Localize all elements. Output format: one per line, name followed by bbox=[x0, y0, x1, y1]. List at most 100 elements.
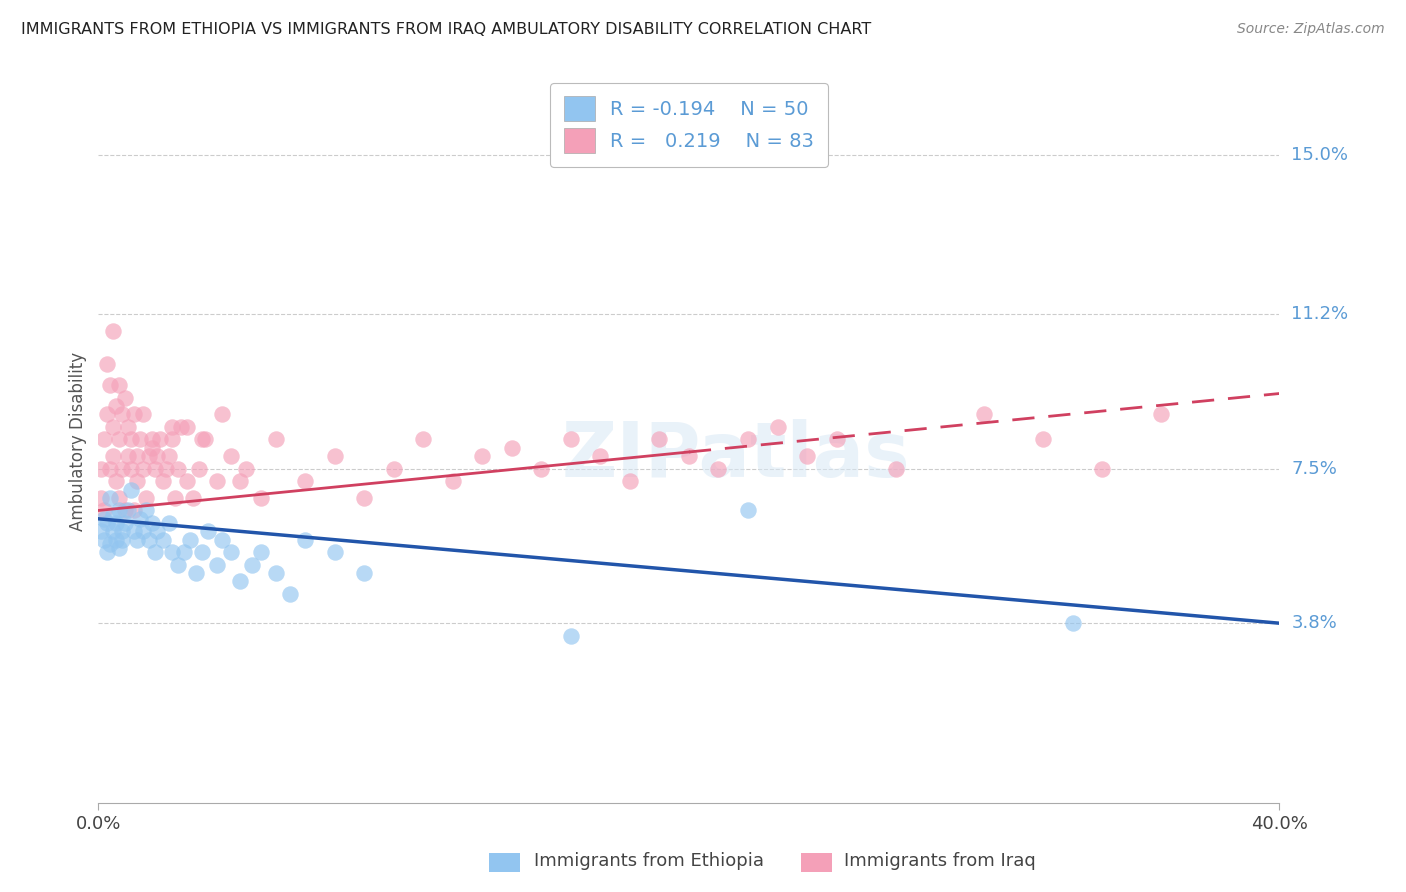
Point bbox=[152, 533, 174, 547]
Text: 15.0%: 15.0% bbox=[1291, 146, 1348, 164]
Point bbox=[103, 508, 125, 522]
Point bbox=[117, 420, 139, 434]
Point bbox=[103, 449, 125, 463]
Point bbox=[111, 461, 134, 475]
Point bbox=[211, 533, 233, 547]
Point bbox=[619, 474, 641, 488]
Point bbox=[205, 558, 228, 572]
Text: Immigrants from Iraq: Immigrants from Iraq bbox=[844, 852, 1035, 870]
Point bbox=[157, 449, 180, 463]
Point bbox=[93, 512, 115, 526]
Text: Immigrants from Ethiopia: Immigrants from Ethiopia bbox=[534, 852, 765, 870]
Point bbox=[191, 433, 214, 447]
Point bbox=[105, 474, 128, 488]
Point bbox=[90, 491, 112, 505]
Point bbox=[138, 533, 160, 547]
Point bbox=[280, 587, 302, 601]
Point bbox=[229, 574, 252, 589]
Point bbox=[105, 516, 128, 530]
Point bbox=[167, 461, 190, 475]
Point bbox=[353, 491, 375, 505]
Point bbox=[98, 537, 121, 551]
Point bbox=[96, 408, 118, 422]
Point bbox=[114, 391, 136, 405]
Point bbox=[167, 558, 190, 572]
Point bbox=[117, 503, 139, 517]
Point bbox=[108, 541, 131, 555]
Y-axis label: Ambulatory Disability: Ambulatory Disability bbox=[69, 352, 87, 531]
Point bbox=[737, 433, 759, 447]
Point bbox=[122, 408, 145, 422]
Point bbox=[471, 449, 494, 463]
Point bbox=[441, 474, 464, 488]
Point bbox=[1091, 461, 1114, 475]
Point bbox=[678, 449, 700, 463]
Point bbox=[132, 408, 155, 422]
Point bbox=[98, 491, 121, 505]
Point bbox=[973, 408, 995, 422]
Point bbox=[294, 474, 316, 488]
Point bbox=[111, 533, 134, 547]
Point bbox=[117, 449, 139, 463]
Point bbox=[162, 433, 183, 447]
Point bbox=[412, 433, 434, 447]
Point bbox=[181, 491, 204, 505]
Point bbox=[323, 449, 346, 463]
Point bbox=[146, 449, 169, 463]
Point bbox=[589, 449, 612, 463]
Point bbox=[105, 399, 128, 413]
Point bbox=[179, 533, 201, 547]
Point bbox=[96, 516, 118, 530]
Point bbox=[120, 433, 142, 447]
Point bbox=[93, 533, 115, 547]
Point bbox=[294, 533, 316, 547]
Point bbox=[170, 420, 193, 434]
Point bbox=[707, 461, 730, 475]
Point bbox=[98, 461, 121, 475]
Point bbox=[796, 449, 818, 463]
Text: IMMIGRANTS FROM ETHIOPIA VS IMMIGRANTS FROM IRAQ AMBULATORY DISABILITY CORRELATI: IMMIGRANTS FROM ETHIOPIA VS IMMIGRANTS F… bbox=[21, 22, 872, 37]
Point bbox=[235, 461, 257, 475]
Text: 7.5%: 7.5% bbox=[1291, 459, 1337, 478]
Point bbox=[173, 545, 195, 559]
Point bbox=[560, 629, 582, 643]
Point bbox=[90, 461, 112, 475]
Point bbox=[122, 503, 145, 517]
Point bbox=[229, 474, 252, 488]
Point bbox=[264, 566, 287, 580]
Point bbox=[165, 491, 187, 505]
Point bbox=[108, 433, 131, 447]
Point bbox=[143, 545, 166, 559]
Point bbox=[264, 433, 287, 447]
Point bbox=[103, 324, 125, 338]
Point bbox=[149, 433, 172, 447]
Point bbox=[93, 433, 115, 447]
Point bbox=[737, 503, 759, 517]
Point bbox=[125, 449, 148, 463]
Point bbox=[146, 524, 169, 539]
Point bbox=[250, 491, 273, 505]
Point bbox=[111, 524, 134, 539]
Point bbox=[98, 378, 121, 392]
Point bbox=[155, 461, 177, 475]
Point bbox=[128, 433, 150, 447]
Text: Source: ZipAtlas.com: Source: ZipAtlas.com bbox=[1237, 22, 1385, 37]
Text: 3.8%: 3.8% bbox=[1291, 615, 1337, 632]
Point bbox=[194, 433, 217, 447]
Point bbox=[90, 524, 112, 539]
Point bbox=[530, 461, 553, 475]
Point bbox=[1032, 433, 1054, 447]
Point bbox=[191, 545, 214, 559]
Text: ZIPatlas: ZIPatlas bbox=[562, 419, 911, 493]
Point bbox=[105, 533, 128, 547]
Point bbox=[1150, 408, 1173, 422]
Point bbox=[176, 474, 198, 488]
Point bbox=[120, 461, 142, 475]
Point bbox=[162, 420, 183, 434]
Point bbox=[135, 491, 157, 505]
Point bbox=[111, 408, 134, 422]
Point bbox=[108, 491, 131, 505]
Point bbox=[120, 483, 142, 497]
Point bbox=[103, 524, 125, 539]
Point bbox=[108, 503, 131, 517]
